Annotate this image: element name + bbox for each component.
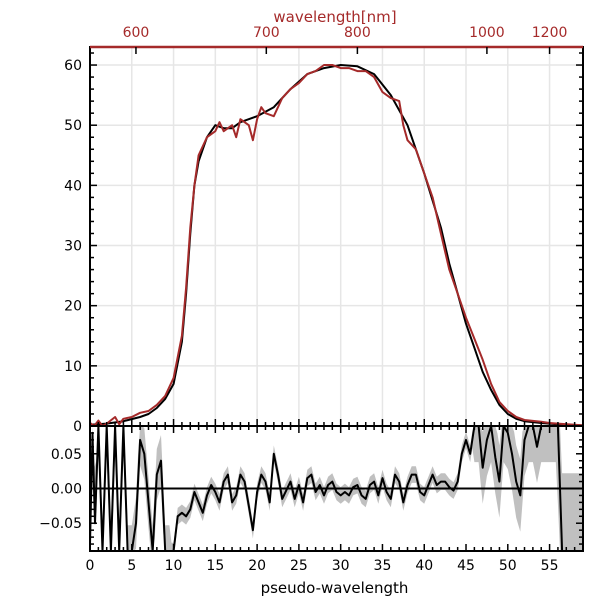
x-tick-label: 25 — [290, 558, 308, 574]
top-panel-series — [90, 64, 583, 426]
top-panel-grid — [89, 47, 583, 427]
x-tick-label: 40 — [415, 558, 433, 574]
top-axis-tick-label: 700 — [253, 25, 280, 41]
x-axis: 0 5 10 15 20 25 30 35 40 45 50 55 pseudo-wavelength — [86, 419, 584, 597]
top-y-tick-label: 60 — [64, 58, 82, 74]
top-axis-tick-label: 600 — [123, 25, 150, 41]
x-tick-label: 35 — [374, 558, 392, 574]
top-axis-tick-label: 1000 — [469, 25, 505, 41]
bottom-y-tick-label: 0.05 — [51, 447, 82, 463]
bottom-y-axis: −0.05 0.00 0.05 — [39, 432, 583, 545]
x-tick-label: 10 — [165, 558, 183, 574]
x-tick-label: 0 — [86, 558, 95, 574]
top-y-axis: 0 10 20 30 40 50 60 — [64, 52, 583, 435]
x-axis-label: pseudo-wavelength — [261, 579, 409, 597]
top-panel-frame — [89, 46, 584, 427]
x-tick-label: 5 — [127, 558, 136, 574]
top-axis-tick-label: 1200 — [532, 25, 568, 41]
observed-spectrum-line — [90, 64, 583, 426]
bottom-panel-series — [90, 426, 583, 551]
top-y-tick-label: 50 — [64, 118, 82, 134]
x-tick-label: 30 — [332, 558, 350, 574]
x-tick-label: 15 — [206, 558, 224, 574]
x-tick-label: 50 — [499, 558, 517, 574]
top-axis-tick-label: 800 — [344, 25, 371, 41]
bottom-y-tick-label: −0.05 — [39, 516, 82, 532]
bottom-y-tick-label: 0.00 — [51, 482, 82, 498]
top-y-tick-label: 20 — [64, 299, 82, 315]
top-axis-label: wavelength[nm] — [273, 8, 396, 26]
top-y-tick-label: 10 — [64, 359, 82, 375]
top-y-tick-label: 40 — [64, 178, 82, 194]
x-tick-label: 20 — [248, 558, 266, 574]
top-y-tick-label: 30 — [64, 239, 82, 255]
x-tick-label: 45 — [457, 558, 475, 574]
x-tick-label: 55 — [541, 558, 559, 574]
residual-line — [90, 426, 583, 551]
top-y-tick-label: 0 — [73, 419, 82, 435]
top-axis: 600 700 800 1000 1200 — [123, 25, 568, 54]
